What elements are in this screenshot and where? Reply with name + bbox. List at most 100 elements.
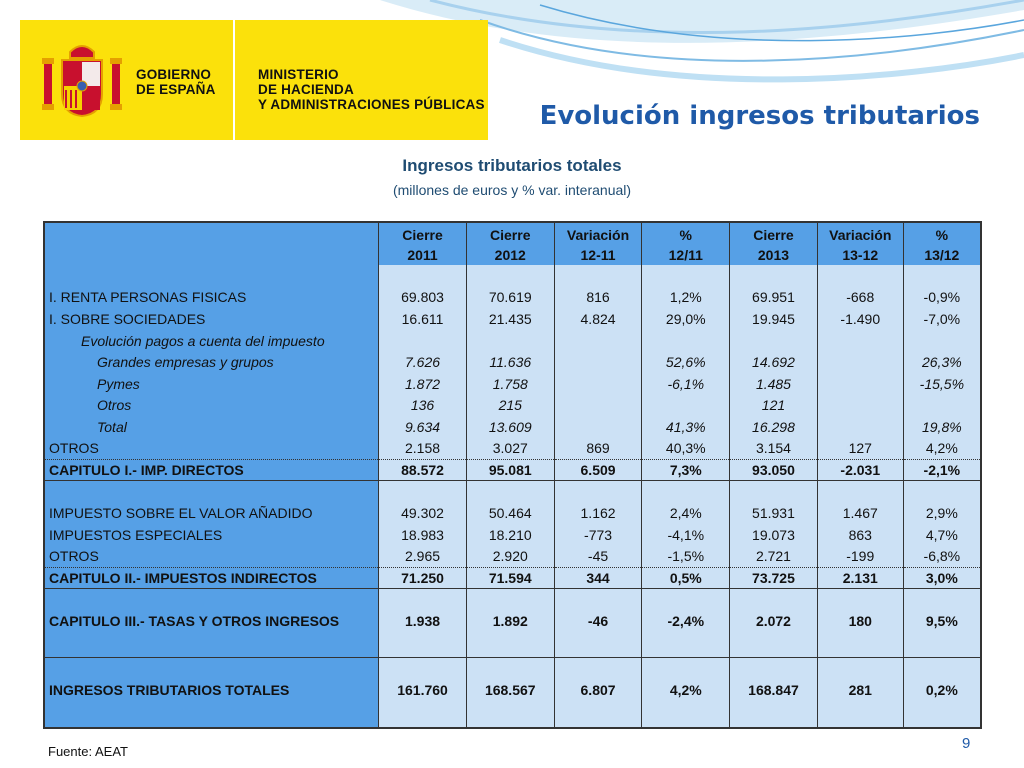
cell-var-12-11 (553, 372, 642, 395)
header-row: Cierre 2011 Cierre 2012 Variación 12-11 % 12… (44, 222, 982, 265)
row-label: OTROS (44, 545, 379, 568)
cell-2012: 2.920 (465, 545, 555, 568)
row-label: CAPITULO III.- TASAS Y OTROS INGRESOS (44, 588, 379, 640)
row-label: IMPUESTOS ESPECIALES (44, 524, 379, 546)
cell-pct-12-11 (641, 394, 730, 417)
row-label: OTROS (44, 437, 379, 460)
header-cell: Variación 13-12 (816, 222, 904, 265)
cell-2013: 51.931 (729, 502, 818, 525)
cell-pct-13-12: 0,2% (902, 656, 981, 708)
cell-2011: 71.250 (378, 567, 467, 589)
cell-2013: 2.721 (729, 545, 818, 568)
cell-2011: 161.760 (378, 656, 467, 708)
coat-of-arms-icon (42, 45, 122, 118)
cell-pct-13-12: 3,0% (902, 567, 981, 589)
cell-var-13-12: -1.490 (816, 308, 904, 330)
min-line-2: DE HACIENDA (258, 82, 354, 97)
table-row: Grandes empresas y grupos 7.626 11.636 5… (44, 351, 981, 373)
cell-pct-13-12: 19,8% (902, 416, 981, 438)
cell-pct-13-12: 4,7% (902, 524, 981, 546)
cell-var-13-12: -2.031 (816, 459, 904, 481)
cell-2011: 9.634 (378, 416, 467, 438)
row-label: CAPITULO II.- IMPUESTOS INDIRECTOS (44, 567, 379, 589)
cell-pct-12-11: -4,1% (641, 524, 730, 546)
cell-pct-13-12: 4,2% (902, 437, 981, 460)
cell-2011: 2.158 (378, 437, 467, 460)
cell-2012: 3.027 (465, 437, 555, 460)
cell-pct-13-12: -6,8% (902, 545, 981, 568)
source-note: Fuente: AEAT (48, 744, 128, 759)
cell-pct-13-12 (902, 329, 981, 352)
cell-2012: 1.892 (465, 588, 555, 640)
cell-pct-12-11: -6,1% (641, 372, 730, 395)
cell-2013 (729, 329, 818, 352)
cell-var-13-12: -668 (816, 286, 904, 309)
cell-2013: 2.072 (729, 588, 818, 640)
header-cell: Variación 12-11 (553, 222, 643, 265)
table-row: OTROS 2.965 2.920 -45 -1,5% 2.721 -199 -… (44, 545, 981, 568)
min-line-1: MINISTERIO (258, 67, 339, 82)
cell-pct-13-12: 2,9% (902, 502, 981, 525)
min-line-3: Y ADMINISTRACIONES PÚBLICAS (258, 97, 485, 112)
cell-var-13-12: -199 (816, 545, 904, 568)
header-cell: Cierre 2013 (729, 222, 818, 265)
cell-2012: 11.636 (465, 351, 555, 373)
cell-pct-13-12: 9,5% (902, 588, 981, 640)
cell-var-13-12: 2.131 (816, 567, 904, 589)
cell-2011: 7.626 (378, 351, 467, 373)
cell-pct-13-12: -7,0% (902, 308, 981, 330)
cell-2012: 21.435 (465, 308, 555, 330)
table-row: CAPITULO II.- IMPUESTOS INDIRECTOS 71.25… (44, 567, 981, 589)
table-row: I. SOBRE SOCIEDADES 16.611 21.435 4.824 … (44, 308, 981, 330)
cell-pct-13-12: -15,5% (902, 372, 981, 395)
cell-2013: 121 (729, 394, 818, 417)
cell-2013: 93.050 (729, 459, 818, 481)
table-row: Otros 136 215 121 (44, 394, 981, 417)
cell-2011: 1.938 (378, 588, 467, 640)
table-title: Ingresos tributarios totales (402, 156, 622, 175)
page-number: 9 (962, 735, 971, 752)
header-cell: Cierre 2012 (465, 222, 555, 265)
cell-2011: 136 (378, 394, 467, 417)
cell-var-13-12: 127 (816, 437, 904, 460)
cell-var-12-11: -45 (553, 545, 642, 568)
cell-2012: 215 (465, 394, 555, 417)
table-row: INGRESOS TRIBUTARIOS TOTALES 161.760 168… (44, 656, 981, 708)
cell-2013: 16.298 (729, 416, 818, 438)
cell-var-12-11: 6.807 (553, 656, 642, 708)
cell-var-13-12 (816, 351, 904, 373)
row-label: Pymes (44, 372, 379, 395)
cell-pct-12-11: 52,6% (641, 351, 730, 373)
header-cell (44, 222, 380, 265)
cell-2011: 88.572 (378, 459, 467, 481)
table-row: IMPUESTOS ESPECIALES 18.983 18.210 -773 … (44, 524, 981, 546)
table-row: Total 9.634 13.609 41,3% 16.298 19,8% (44, 416, 981, 438)
cell-2012: 1.758 (465, 372, 555, 395)
cell-pct-13-12 (902, 394, 981, 417)
cell-pct-12-11: 4,2% (641, 656, 730, 708)
logo-divider (233, 20, 235, 140)
cell-var-12-11 (553, 416, 642, 438)
tax-revenue-table: Cierre 2011 Cierre 2012 Variación 12-11 % 12… (43, 221, 982, 729)
government-name: GOBIERNO DE ESPAÑA (136, 67, 216, 97)
cell-2013: 3.154 (729, 437, 818, 460)
cell-2011: 49.302 (378, 502, 467, 525)
cell-pct-12-11: 29,0% (641, 308, 730, 330)
row-label: Total (44, 416, 379, 438)
cell-var-13-12 (816, 416, 904, 438)
row-label: Otros (44, 394, 379, 417)
cell-pct-13-12: -0,9% (902, 286, 981, 309)
row-label: I. SOBRE SOCIEDADES (44, 308, 379, 330)
cell-var-13-12 (816, 372, 904, 395)
table-row: Pymes 1.872 1.758 -6,1% 1.485 -15,5% (44, 372, 981, 395)
cell-pct-12-11: -2,4% (641, 588, 730, 640)
cell-var-12-11: 816 (553, 286, 642, 309)
cell-2013: 73.725 (729, 567, 818, 589)
cell-pct-12-11: -1,5% (641, 545, 730, 568)
cell-pct-12-11: 7,3% (641, 459, 730, 481)
cell-pct-12-11: 0,5% (641, 567, 730, 589)
cell-2012: 18.210 (465, 524, 555, 546)
cell-2011 (378, 329, 467, 352)
cell-2012: 13.609 (465, 416, 555, 438)
table-row: OTROS 2.158 3.027 869 40,3% 3.154 127 4,… (44, 437, 981, 460)
